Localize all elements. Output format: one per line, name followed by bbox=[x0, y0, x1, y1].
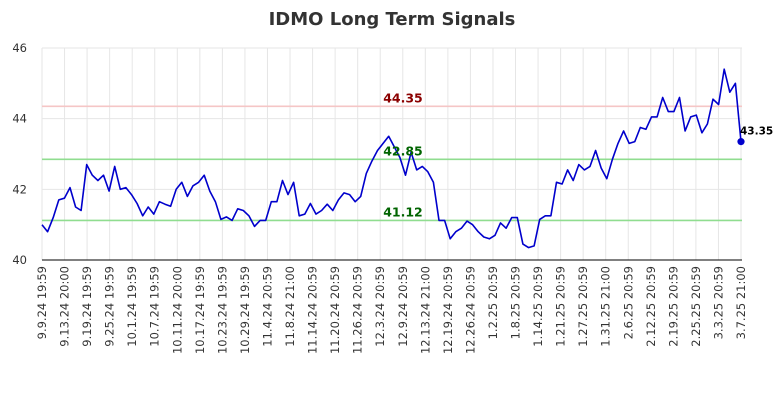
x-tick-label: 10.1.24 19:59 bbox=[125, 266, 139, 347]
x-tick-label: 1.8.25 20:59 bbox=[509, 266, 523, 339]
x-tick-label: 11.20.24 20:59 bbox=[328, 266, 342, 354]
x-tick-label: 1.27.25 20:59 bbox=[576, 266, 590, 347]
labels: 40 42 44 46 44.35 42.85 41.12 43.35 9.9.24 19:59… bbox=[12, 41, 773, 354]
x-tick-label: 1.31.25 21:00 bbox=[599, 266, 613, 347]
x-tick-label: 2.12.25 20:59 bbox=[644, 266, 658, 347]
last-point-marker bbox=[737, 138, 745, 146]
x-tick-label: 1.2.25 20:59 bbox=[486, 266, 500, 339]
x-tick-label: 10.11.24 20:00 bbox=[170, 266, 184, 354]
reference-lines bbox=[42, 105, 742, 222]
x-tick-label: 12.26.24 20:59 bbox=[463, 266, 477, 354]
x-tick-label: 1.21.25 20:59 bbox=[554, 266, 568, 347]
x-tick-label: 2.19.25 20:59 bbox=[666, 266, 680, 347]
y-tick-label: 44 bbox=[12, 112, 27, 126]
last-value-label: 43.35 bbox=[740, 126, 773, 138]
x-tick-label: 10.23.24 19:59 bbox=[215, 266, 229, 354]
x-tick-label: 11.8.24 21:00 bbox=[283, 266, 297, 347]
x-tick-label: 12.9.24 20:59 bbox=[396, 266, 410, 347]
x-tick-label: 2.6.25 20:59 bbox=[621, 266, 635, 339]
x-tick-label: 9.25.24 19:59 bbox=[103, 266, 117, 347]
x-tick-label: 9.19.24 19:59 bbox=[80, 266, 94, 347]
x-tick-label: 9.9.24 19:59 bbox=[35, 266, 49, 339]
reference-line-label: 41.12 bbox=[383, 204, 423, 219]
x-tick-label: 11.26.24 20:59 bbox=[351, 266, 365, 354]
reference-line-label: 42.85 bbox=[383, 143, 423, 158]
y-tick-label: 40 bbox=[12, 253, 27, 267]
x-tick-label: 12.19.24 20:59 bbox=[441, 266, 455, 354]
reference-line-label: 44.35 bbox=[383, 90, 423, 105]
x-tick-label: 3.3.25 20:59 bbox=[711, 266, 725, 339]
x-tick-label: 11.4.24 20:59 bbox=[260, 266, 274, 347]
x-tick-label: 12.3.24 20:59 bbox=[373, 266, 387, 347]
series bbox=[41, 68, 745, 249]
x-tick-label: 1.14.25 20:59 bbox=[531, 266, 545, 347]
x-tick-label: 2.25.25 20:59 bbox=[689, 266, 703, 347]
x-tick-label: 10.17.24 19:59 bbox=[193, 266, 207, 354]
y-tick-label: 46 bbox=[12, 41, 27, 55]
chart-title: IDMO Long Term Signals bbox=[269, 9, 516, 30]
x-tick-label: 10.29.24 19:59 bbox=[238, 266, 252, 354]
x-tick-label: 12.13.24 21:00 bbox=[418, 266, 432, 354]
y-tick-label: 42 bbox=[12, 182, 27, 196]
grid bbox=[41, 47, 742, 261]
x-tick-label: 11.14.24 20:59 bbox=[306, 266, 320, 354]
series-line bbox=[41, 68, 742, 249]
x-tick-label: 3.7.25 21:00 bbox=[734, 266, 748, 339]
x-tick-label: 9.13.24 20:00 bbox=[58, 266, 72, 347]
x-tick-label: 10.7.24 19:59 bbox=[148, 266, 162, 347]
